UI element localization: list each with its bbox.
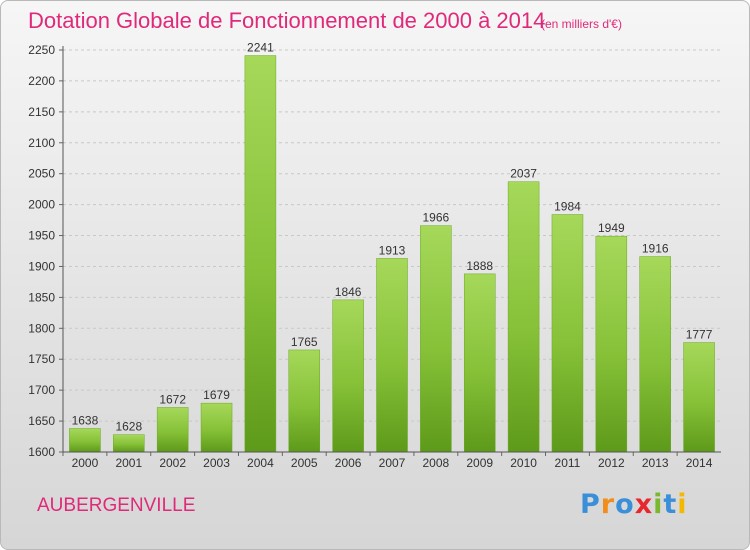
- bars: [69, 55, 715, 453]
- logo-letter: x: [634, 489, 654, 520]
- x-tick-label: 2006: [335, 456, 362, 470]
- y-tick-label: 1850: [28, 290, 55, 304]
- bar: [639, 256, 671, 453]
- bar-value-label: 1846: [335, 285, 362, 299]
- x-tick-label: 2001: [115, 456, 142, 470]
- y-tick-label: 2100: [28, 136, 55, 150]
- bar: [69, 428, 101, 453]
- y-tick-label: 2150: [28, 105, 55, 119]
- y-tick-label: 2200: [28, 74, 55, 88]
- logo-letter: o: [615, 489, 635, 520]
- bar-value-label: 1628: [115, 420, 142, 434]
- logo-letter: r: [600, 489, 616, 520]
- bar-value-label: 1638: [72, 413, 99, 427]
- y-tick-label: 1950: [28, 229, 55, 243]
- bar: [113, 434, 145, 453]
- bar: [332, 299, 364, 453]
- bar-value-label: 1679: [203, 388, 230, 402]
- proxiti-logo: Proxiti: [580, 489, 688, 520]
- bar-value-label: 1765: [291, 335, 318, 349]
- y-tick-label: 1800: [28, 321, 55, 335]
- bar: [156, 407, 189, 453]
- bar-value-label: 1916: [642, 242, 669, 256]
- y-tick-label: 2250: [28, 43, 55, 57]
- y-tick-label: 2000: [28, 198, 55, 212]
- x-tick-label: 2010: [510, 456, 537, 470]
- labels: 1600 1650 1700 1750 1800 1850 1900 1950 2000 2050…: [28, 41, 712, 470]
- bar: [200, 402, 233, 453]
- bar-value-label: 1966: [423, 211, 450, 225]
- y-tick-label: 2050: [28, 167, 55, 181]
- y-tick-label: 1650: [28, 414, 55, 428]
- x-tick-label: 2011: [555, 456, 581, 470]
- bar-value-label: 1672: [159, 392, 186, 406]
- bar: [244, 55, 277, 453]
- x-tick-label: 2000: [72, 456, 99, 470]
- bar-value-label: 1888: [466, 259, 493, 273]
- chart-title: Dotation Globale de Fonctionnement de 20…: [28, 8, 546, 33]
- bar: [507, 181, 540, 453]
- y-tick-label: 1700: [28, 383, 55, 397]
- y-tick-label: 1750: [28, 352, 55, 366]
- x-tick-label: 2002: [159, 456, 186, 470]
- bar: [420, 225, 452, 453]
- bar-value-label: 1777: [686, 328, 713, 342]
- bar-value-label: 1949: [598, 221, 625, 235]
- logo-letter: i: [653, 489, 664, 520]
- logo-letter: i: [677, 489, 688, 520]
- x-tick-label: 2003: [203, 456, 230, 470]
- y-tick-label: 1600: [28, 445, 55, 459]
- commune-name: AUBERGENVILLE: [37, 495, 196, 516]
- bar: [376, 258, 408, 453]
- logo-letter: t: [663, 489, 678, 520]
- bar-value-label: 1984: [554, 200, 581, 214]
- y-tick-label: 1900: [28, 259, 55, 273]
- bar: [463, 273, 496, 453]
- bar: [551, 214, 584, 453]
- x-tick-label: 2013: [642, 456, 669, 470]
- logo-letter: P: [580, 489, 601, 520]
- bar: [288, 349, 321, 453]
- axes: [59, 46, 721, 456]
- x-tick-label: 2012: [598, 456, 625, 470]
- bar-value-label: 1913: [379, 243, 406, 257]
- x-tick-label: 2004: [247, 456, 274, 470]
- x-tick-label: 2007: [379, 456, 406, 470]
- bar: [683, 342, 715, 453]
- bar: [595, 235, 628, 453]
- bar-value-label: 2241: [247, 41, 274, 55]
- x-tick-label: 2005: [291, 456, 318, 470]
- bar-value-label: 2037: [510, 167, 537, 181]
- x-tick-label: 2009: [466, 456, 493, 470]
- x-tick-label: 2008: [423, 456, 450, 470]
- unit-label: (en milliers d'€): [541, 17, 622, 31]
- x-tick-label: 2014: [686, 456, 713, 470]
